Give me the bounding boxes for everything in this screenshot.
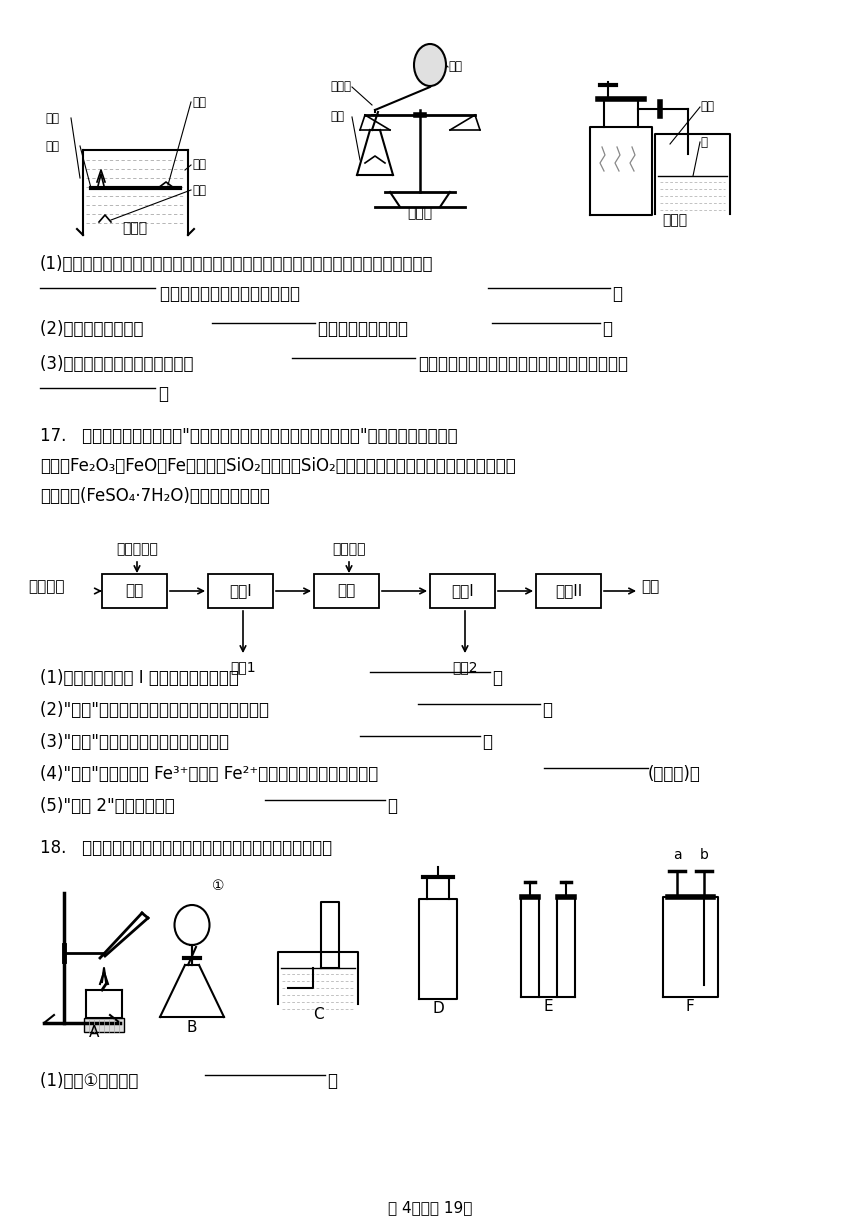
Text: (1)实验一中对比铜片上的白磷燃烧而红磷不燃烧的现象，说明可燃物燃烧的条件之一是: (1)实验一中对比铜片上的白磷燃烧而红磷不燃烧的现象，说明可燃物燃烧的条件之一是 (40, 255, 433, 274)
FancyBboxPatch shape (430, 574, 495, 608)
FancyBboxPatch shape (208, 574, 273, 608)
Text: (2)实验二可用于验证: (2)实验二可用于验证 (40, 320, 149, 338)
Text: (3)实验三中红磷应足量的目的是: (3)实验三中红磷应足量的目的是 (40, 355, 199, 373)
Text: 18.   化学是一门以实验为基础的科学。请结合图示回答问题：: 18. 化学是一门以实验为基础的科学。请结合图示回答问题： (40, 839, 332, 857)
Text: 过量稀硫酸: 过量稀硫酸 (116, 542, 158, 556)
Text: 酸浸: 酸浸 (126, 584, 144, 598)
Text: 第 4页，共 19页: 第 4页，共 19页 (388, 1200, 472, 1215)
Text: 过量铁粉: 过量铁粉 (332, 542, 366, 556)
Text: 实验一: 实验一 (122, 221, 148, 235)
Text: 绿矾: 绿矾 (641, 579, 660, 593)
Text: F: F (685, 1000, 694, 1014)
Text: 白磷: 白磷 (45, 112, 59, 124)
Text: 含铁污泥: 含铁污泥 (28, 579, 64, 593)
Text: 红磷: 红磷 (192, 96, 206, 108)
Text: 操作I: 操作I (452, 584, 474, 598)
Text: C: C (313, 1007, 323, 1021)
FancyBboxPatch shape (314, 574, 379, 608)
Text: B: B (187, 1020, 197, 1035)
Text: 。: 。 (327, 1073, 337, 1090)
Text: ，其中气球的作用是: ，其中气球的作用是 (318, 320, 414, 338)
Text: 17.   《本草纲目》中记载："绿矾，酸涌涎收，燥湿解毒，化涎之功"。以含铁污泥（主要: 17. 《本草纲目》中记载："绿矾，酸涌涎收，燥湿解毒，化涎之功"。以含铁污泥（… (40, 427, 458, 445)
FancyBboxPatch shape (84, 1018, 124, 1032)
Text: 。: 。 (602, 320, 612, 338)
Text: 滤渣1: 滤渣1 (230, 660, 255, 674)
Text: (4)"除杂"中铁粉能把 Fe³⁺转化为 Fe²⁺，该反应的基本反应类型是: (4)"除杂"中铁粉能把 Fe³⁺转化为 Fe²⁺，该反应的基本反应类型是 (40, 765, 384, 783)
Text: ①: ① (212, 879, 224, 893)
Text: 操作I: 操作I (229, 584, 252, 598)
Text: ，在打开弹簧夹前，集气瓶内的气压变化情况是: ，在打开弹簧夹前，集气瓶内的气压变化情况是 (418, 355, 628, 373)
Text: D: D (432, 1001, 444, 1017)
Text: 实验三: 实验三 (662, 213, 687, 227)
Text: 气球: 气球 (448, 61, 462, 73)
Text: 成分为Fe₂O₃、FeO、Fe，还含有SiO₂等杂质，SiO₂等杂质与酸不反应，且难溶于水）为原料: 成分为Fe₂O₃、FeO、Fe，还含有SiO₂等杂质，SiO₂等杂质与酸不反应，… (40, 457, 516, 475)
Text: 红磷: 红磷 (700, 101, 714, 113)
Text: b: b (699, 848, 709, 862)
Text: 。: 。 (482, 733, 492, 751)
Text: 。: 。 (542, 700, 552, 719)
FancyBboxPatch shape (536, 574, 601, 608)
Text: 实验二: 实验二 (408, 206, 433, 220)
Text: (2)"酸浸"时，为加快反应速率，可采取的措施是: (2)"酸浸"时，为加快反应速率，可采取的措施是 (40, 700, 274, 719)
Ellipse shape (175, 905, 210, 945)
Text: (3)"酸浸"中发生的反应的化学方程式为: (3)"酸浸"中发生的反应的化学方程式为 (40, 733, 234, 751)
FancyBboxPatch shape (102, 574, 167, 608)
Text: 。: 。 (158, 385, 168, 402)
Text: a: a (673, 848, 681, 862)
Text: (5)"滤渣 2"的主要成分是: (5)"滤渣 2"的主要成分是 (40, 796, 180, 815)
Text: 。: 。 (492, 669, 502, 687)
Text: (1)实验室进行操作 I 时，玻璃棒的作用是: (1)实验室进行操作 I 时，玻璃棒的作用是 (40, 669, 244, 687)
Text: 铜片: 铜片 (45, 140, 59, 152)
Text: 除杂: 除杂 (337, 584, 356, 598)
Text: ，实验中铜片变黑的原因可能是: ，实验中铜片变黑的原因可能是 (160, 285, 305, 303)
Text: (写一个)。: (写一个)。 (648, 765, 701, 783)
Text: 。: 。 (612, 285, 622, 303)
Text: E: E (544, 1000, 553, 1014)
Text: 水: 水 (700, 135, 707, 148)
Text: 白磷: 白磷 (192, 184, 206, 197)
Text: A: A (89, 1025, 99, 1040)
Text: 红磷: 红磷 (330, 111, 344, 124)
Text: 操作II: 操作II (555, 584, 582, 598)
Text: 生产绿矾(FeSO₄·7H₂O)的工艺流程如图：: 生产绿矾(FeSO₄·7H₂O)的工艺流程如图： (40, 486, 270, 505)
Text: 玻璃管: 玻璃管 (330, 80, 351, 94)
Text: 热水: 热水 (192, 158, 206, 171)
Ellipse shape (414, 44, 446, 86)
Text: (1)仪器①的名称为: (1)仪器①的名称为 (40, 1073, 144, 1090)
Text: 。: 。 (387, 796, 397, 815)
Text: 滤渣2: 滤渣2 (452, 660, 478, 674)
